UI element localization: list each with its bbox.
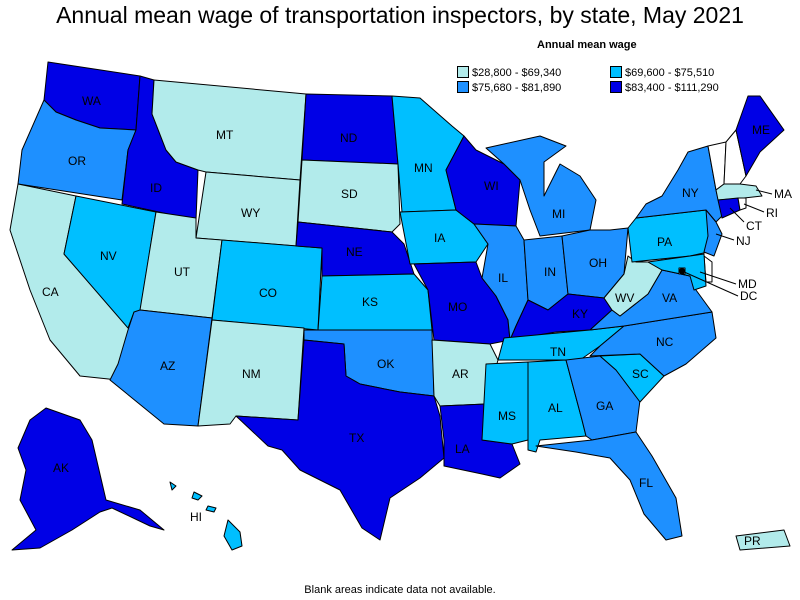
state-label-TX: TX bbox=[349, 431, 364, 445]
state-label-UT: UT bbox=[174, 265, 191, 279]
state-PR[interactable] bbox=[735, 529, 791, 551]
state-AK[interactable] bbox=[11, 407, 165, 551]
legend-item-bin-3: $83,400 - $111,290 bbox=[610, 81, 719, 94]
state-label-MN: MN bbox=[414, 161, 433, 175]
state-label-SD: SD bbox=[341, 187, 358, 201]
state-CO[interactable] bbox=[211, 239, 323, 331]
state-label-TN: TN bbox=[550, 345, 566, 359]
state-label-OK: OK bbox=[377, 357, 394, 371]
callout-label-MD: MD bbox=[738, 277, 757, 291]
state-MD[interactable] bbox=[647, 253, 707, 291]
legend-swatch bbox=[457, 81, 469, 93]
state-ND[interactable] bbox=[301, 93, 399, 165]
state-NC[interactable] bbox=[589, 311, 717, 377]
legend-title: Annual mean wage bbox=[537, 39, 637, 51]
state-label-CA: CA bbox=[42, 285, 59, 299]
callout-label-MA: MA bbox=[774, 187, 792, 201]
callout-label-CT: CT bbox=[746, 219, 763, 233]
legend-label: $75,680 - $81,890 bbox=[472, 82, 562, 94]
state-label-WV: WV bbox=[615, 291, 634, 305]
legend-swatch bbox=[610, 66, 622, 78]
callout-layer: MA RI CT NJ MD DC bbox=[679, 187, 792, 303]
state-ME[interactable] bbox=[735, 95, 785, 177]
legend-label: $69,600 - $75,510 bbox=[625, 67, 715, 79]
state-label-AL: AL bbox=[548, 401, 563, 415]
state-NY[interactable] bbox=[635, 145, 723, 223]
state-MI[interactable] bbox=[485, 135, 597, 237]
state-NJ[interactable] bbox=[703, 209, 723, 257]
state-label-HI: HI bbox=[190, 510, 202, 524]
state-label-ND: ND bbox=[340, 131, 358, 145]
state-label-MT: MT bbox=[216, 128, 234, 142]
state-FL[interactable] bbox=[535, 431, 683, 541]
state-NH[interactable] bbox=[723, 129, 747, 185]
legend-item-bin-2: $75,680 - $81,890 bbox=[457, 81, 561, 94]
state-label-VA: VA bbox=[662, 291, 677, 305]
callout-label-NJ: NJ bbox=[736, 234, 751, 248]
state-label-NY: NY bbox=[682, 186, 699, 200]
state-label-AZ: AZ bbox=[160, 359, 175, 373]
state-label-NC: NC bbox=[656, 335, 674, 349]
state-label-IL: IL bbox=[498, 271, 508, 285]
state-label-KS: KS bbox=[362, 295, 378, 309]
map-title: Annual mean wage of transportation inspe… bbox=[56, 2, 744, 28]
footnote: Blank areas indicate data not available. bbox=[304, 584, 496, 596]
callout-label-RI: RI bbox=[766, 206, 778, 220]
legend-label: $28,800 - $69,340 bbox=[472, 67, 562, 79]
state-label-MO: MO bbox=[448, 300, 467, 314]
legend-swatch bbox=[610, 81, 622, 93]
callout-line-md bbox=[699, 271, 737, 285]
state-label-FL: FL bbox=[639, 476, 653, 490]
state-label-MS: MS bbox=[498, 409, 516, 423]
state-label-WA: WA bbox=[82, 94, 101, 108]
state-label-AK: AK bbox=[53, 461, 69, 475]
state-label-NV: NV bbox=[100, 249, 117, 263]
callout-line-nj bbox=[715, 233, 735, 241]
callout-line-ri bbox=[743, 203, 765, 213]
state-label-WY: WY bbox=[241, 206, 260, 220]
legend-item-bin-1: $69,600 - $75,510 bbox=[610, 66, 714, 79]
callout-label-DC: DC bbox=[740, 289, 758, 303]
legend-item-bin-0: $28,800 - $69,340 bbox=[457, 66, 561, 79]
state-RI[interactable] bbox=[737, 197, 747, 211]
state-label-layer: WA OR CA ID NV MT WY UT AZ CO NM ND SD N… bbox=[42, 94, 770, 548]
callout-line-dc bbox=[681, 270, 739, 297]
legend-swatch bbox=[457, 66, 469, 78]
state-label-NE: NE bbox=[346, 245, 363, 259]
legend-label: $83,400 - $111,290 bbox=[625, 82, 719, 94]
state-label-PA: PA bbox=[657, 235, 672, 249]
state-label-LA: LA bbox=[455, 442, 470, 456]
state-label-AR: AR bbox=[452, 367, 469, 381]
state-label-MI: MI bbox=[552, 207, 565, 221]
state-label-PR: PR bbox=[744, 534, 761, 548]
state-label-ID: ID bbox=[150, 181, 162, 195]
callout-line-ma bbox=[755, 189, 773, 195]
state-label-IA: IA bbox=[434, 231, 445, 245]
state-TX[interactable] bbox=[235, 339, 445, 541]
state-label-GA: GA bbox=[596, 399, 613, 413]
state-label-ME: ME bbox=[752, 123, 770, 137]
state-label-KY: KY bbox=[572, 307, 588, 321]
state-label-OR: OR bbox=[68, 154, 86, 168]
state-label-CO: CO bbox=[259, 286, 277, 300]
state-SD[interactable] bbox=[297, 159, 401, 233]
state-label-NM: NM bbox=[242, 367, 261, 381]
callout-line-ct bbox=[729, 207, 745, 223]
state-label-OH: OH bbox=[589, 256, 607, 270]
state-label-IN: IN bbox=[544, 265, 556, 279]
state-MS[interactable] bbox=[481, 361, 529, 445]
state-HI[interactable] bbox=[169, 481, 243, 551]
state-label-SC: SC bbox=[632, 367, 649, 381]
dc-marker bbox=[679, 268, 685, 274]
state-label-WI: WI bbox=[484, 179, 499, 193]
